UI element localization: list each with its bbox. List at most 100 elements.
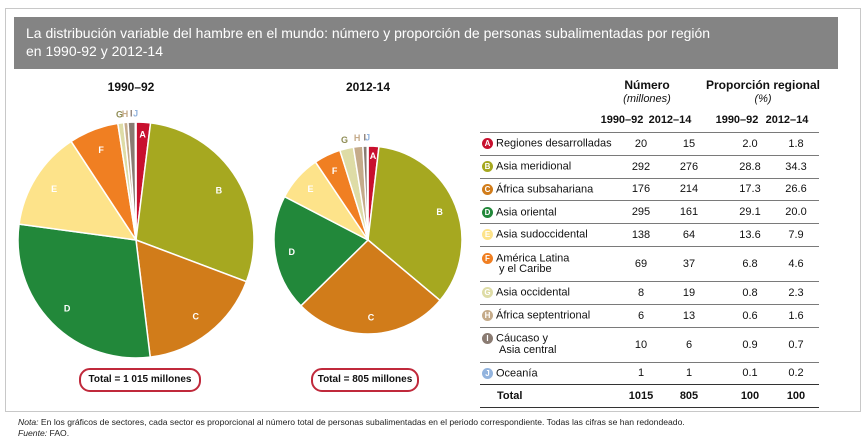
pie-1-slice-C <box>135 238 248 358</box>
region-label-line-1: Cáucaso y <box>496 332 548 345</box>
region-cell: F América Latina y el Caribe <box>480 245 617 282</box>
region-badge: E <box>482 229 493 241</box>
numero-1990-cell: 1 <box>617 361 665 385</box>
prop-2012-cell: 0.2 <box>773 361 819 385</box>
numero-1990-cell: 292 <box>617 154 665 179</box>
prop-1990-cell: 2.0 <box>727 132 773 156</box>
pie-chart-1990-92: A B C D E F GH I J <box>17 109 255 359</box>
numero-header: Número <box>624 78 670 92</box>
prop-1990-cell: 0.8 <box>727 280 773 305</box>
prop-1990-cell: 13.6 <box>727 223 773 247</box>
spacer-cell <box>713 200 727 224</box>
pie-2-title: 2012-14 <box>345 80 391 94</box>
numero-1990-cell: 138 <box>617 223 665 247</box>
numero-2012-cell: 1 <box>665 361 713 385</box>
numero-1990-cell: 69 <box>617 245 665 282</box>
table-row: A Regiones desarrolladas 20 15 2.0 1.8 <box>480 132 819 156</box>
region-label: Asia occidental <box>496 286 570 299</box>
prop-2012-cell: 1.8 <box>773 132 819 156</box>
table-row: G Asia occidental 8 19 0.8 2.3 <box>480 280 819 305</box>
spacer-cell <box>713 326 727 363</box>
source-text: FAO. <box>47 428 70 438</box>
pie-2-label-J: J <box>365 133 370 143</box>
pie-1-label-E: E <box>51 184 57 194</box>
region-label: África subsahariana <box>496 183 594 196</box>
region-label: Regiones desarrolladas <box>496 137 612 150</box>
numero-2012-cell: 19 <box>665 280 713 305</box>
prop-1990-cell: 6.8 <box>727 245 773 282</box>
region-badge: D <box>482 206 493 218</box>
pie-2-label-B: B <box>436 207 443 217</box>
pie-1-label-J: J <box>133 109 138 119</box>
subhead-numero-2012: 2012–14 <box>648 114 692 126</box>
table-row: J Oceanía 1 1 0.1 0.2 <box>480 361 819 385</box>
region-label: África septentrional <box>496 309 591 322</box>
pie-2-slice-B <box>367 145 463 302</box>
prop-2012-cell: 4.6 <box>773 245 819 282</box>
spacer-cell <box>713 280 727 305</box>
pie-2-label-F: F <box>332 166 338 176</box>
figure-note: Nota: En los gráficos de sectores, cada … <box>18 417 685 439</box>
spacer-cell <box>713 384 727 409</box>
numero-2012-cell: 6 <box>665 326 713 363</box>
numero-2012-cell: 15 <box>665 132 713 156</box>
table-row: H África septentrional 6 13 0.6 1.6 <box>480 303 819 328</box>
spacer-cell <box>713 245 727 282</box>
region-cell: C África subsahariana <box>480 177 617 201</box>
pie-1-label-C: C <box>192 312 199 322</box>
numero-1990-cell: 6 <box>617 303 665 328</box>
region-cell: B Asia meridional <box>480 154 617 179</box>
pie-1-label-D: D <box>64 303 71 313</box>
table-row: I Cáucaso y Asia central 10 6 0.9 0.7 <box>480 326 819 363</box>
region-cell: H África septentrional <box>480 303 617 328</box>
numero-2012-cell: 214 <box>665 177 713 201</box>
pie-1-label-A: A <box>139 130 146 140</box>
region-cell: I Cáucaso y Asia central <box>480 326 617 363</box>
spacer-cell <box>713 177 727 201</box>
pie-1-label-G: G <box>116 110 123 120</box>
header-line-2: en 1990-92 y 2012-14 <box>26 43 163 59</box>
pie-chart-2012-14: A B C D E F G H I J <box>273 133 463 335</box>
numero-1990-cell: 8 <box>617 280 665 305</box>
region-cell: D Asia oriental <box>480 200 617 224</box>
subhead-prop-1990: 1990–92 <box>715 114 759 126</box>
pie-2-total: Total = 805 millones <box>311 368 419 392</box>
region-badge: C <box>482 183 493 195</box>
table-row: C África subsahariana 176 214 17.3 26.6 <box>480 177 819 201</box>
proporcion-header: Proporción regional <box>705 78 820 92</box>
numero-1990-cell: 20 <box>617 132 665 156</box>
region-label: Asia oriental <box>496 205 557 218</box>
region-label: Oceanía <box>496 367 538 380</box>
pie-2-slice-D <box>273 195 370 307</box>
region-cell: E Asia sudoccidental <box>480 223 617 247</box>
subhead-numero-1990: 1990–92 <box>600 114 644 126</box>
note-text: En los gráficos de sectores, cada sector… <box>38 417 685 427</box>
total-label: Total <box>480 384 617 409</box>
table-row: F América Latina y el Caribe 69 37 6.8 4.6 <box>480 245 819 282</box>
prop-2012-cell: 26.6 <box>773 177 819 201</box>
region-badge: I <box>482 333 493 345</box>
spacer-cell <box>713 303 727 328</box>
region-label: Asia meridional <box>496 160 572 173</box>
pie-2-label-E: E <box>307 184 313 194</box>
prop-2012-cell: 7.9 <box>773 223 819 247</box>
prop-1990-cell: 0.1 <box>727 361 773 385</box>
header-line-1: La distribución variable del hambre en e… <box>26 25 711 41</box>
figure-frame <box>5 8 861 412</box>
proporcion-unit: (%) <box>754 93 772 105</box>
numero-1990-cell: 176 <box>617 177 665 201</box>
region-label-line-1: América Latina <box>496 252 570 265</box>
source-label: Fuente: <box>18 428 48 438</box>
total-prop-2012: 100 <box>773 384 819 409</box>
subhead-prop-2012: 2012–14 <box>765 114 809 126</box>
prop-2012-cell: 2.3 <box>773 280 819 305</box>
numero-1990-cell: 295 <box>617 200 665 224</box>
pie-1-label-H: H <box>122 109 129 119</box>
pie-1-slice-E <box>18 140 138 241</box>
pie-1-label-B: B <box>216 185 223 195</box>
numero-1990-cell: 10 <box>617 326 665 363</box>
prop-1990-cell: 0.6 <box>727 303 773 328</box>
total-prop-1990: 100 <box>727 384 773 409</box>
region-badge: F <box>482 252 493 264</box>
prop-1990-cell: 29.1 <box>727 200 773 224</box>
